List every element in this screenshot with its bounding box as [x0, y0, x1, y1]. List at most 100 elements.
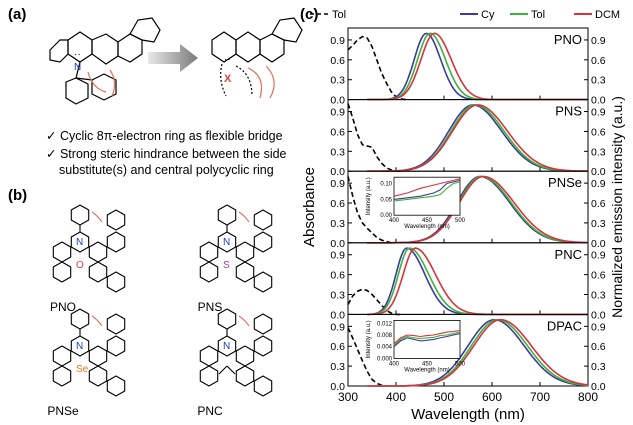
- y-tick-label-right: 0.6: [591, 55, 606, 67]
- atom-n: N: [223, 341, 230, 352]
- y-tick-label-left: 0.9: [330, 178, 345, 190]
- inset-line-tol: [393, 181, 461, 202]
- y-tick-label-right: 0.0: [591, 166, 606, 178]
- structure-label-pnc: PNC: [197, 404, 223, 418]
- y-tick-label-right: 0.3: [591, 290, 606, 302]
- legend-label-cy: Cy: [481, 9, 495, 21]
- inset-x-tick-label: 500: [455, 218, 466, 224]
- y-tick-label-left: 0.0: [330, 166, 345, 178]
- y-tick-label-left: 0.3: [330, 218, 345, 230]
- scheme-right-molecule: [211, 17, 303, 63]
- y-tick-label-right: 0.9: [591, 178, 606, 190]
- inset-y-tick-label: 0.008: [377, 333, 393, 339]
- inset-y-tick-label: 0.05: [380, 197, 392, 203]
- bullet-1-text: Cyclic 8π-electron ring as flexible brid…: [59, 129, 283, 143]
- subplot-pnc: 0.0 0.0 0.3 0.3 0.6 0.6 0.9 0.9 PNC: [330, 242, 606, 321]
- steric-arc-left-2: [109, 69, 116, 97]
- x-tick-label: 600: [482, 390, 502, 404]
- y-tick-label-left: 0.9: [330, 250, 345, 262]
- panel-b-label: (b): [8, 187, 28, 204]
- bullet-2: ✓ Strong steric hindrance between the si…: [46, 146, 287, 162]
- y-tick-label-right: 0.0: [591, 381, 606, 393]
- inset-y-label: Intensity (a.u.): [366, 320, 372, 358]
- y-tick-label-left: 0.0: [330, 381, 345, 393]
- subplot-label-pno: PNO: [554, 32, 582, 47]
- inset-x-tick-label: 500: [455, 361, 466, 367]
- legend: Tol Cy Tol DCM: [310, 9, 620, 21]
- y-tick-label-right: 0.3: [591, 146, 606, 158]
- subplot-frame: [347, 242, 589, 315]
- y-tick-label-left: 0.0: [330, 238, 345, 250]
- subplot-pns: 0.0 0.0 0.3 0.3 0.6 0.6 0.9 0.9 PNS: [330, 99, 606, 178]
- subplot-label-dpac: DPAC: [547, 318, 582, 333]
- structure-pnse: N Se: [52, 308, 126, 397]
- y-tick-label-left: 0.0: [330, 309, 345, 321]
- emission-line-dcm: [367, 318, 589, 387]
- inset-y-tick-label: 0.012: [377, 321, 393, 327]
- legend-abs-label: Tol: [332, 9, 346, 21]
- svg-text:··: ··: [74, 49, 81, 60]
- y-tick-label-left: 0.3: [330, 75, 345, 87]
- inset-line-tol: [393, 331, 461, 346]
- y-tick-label-right: 0.3: [591, 218, 606, 230]
- atom-n: N: [223, 237, 230, 248]
- inset-line-dcm: [393, 178, 461, 197]
- y-tick-label-left: 0.3: [330, 146, 345, 158]
- inset-y-tick-label: 0.000: [377, 356, 393, 362]
- heteroatom-se: Se: [76, 364, 89, 375]
- y-tick-label-left: 0.3: [330, 361, 345, 373]
- y-tick-label-right: 0.6: [591, 341, 606, 353]
- atom-n-left: N: [74, 62, 81, 73]
- y-tick-label-left: 0.6: [330, 55, 345, 67]
- emission-line-dcm: [367, 104, 588, 172]
- absorbance-line-tol: [347, 288, 401, 316]
- inset-y-label: Intensity (a.u.): [366, 177, 372, 215]
- y-tick-label-right: 0.3: [591, 75, 606, 87]
- legend-label-tol: Tol: [531, 9, 545, 21]
- y-tick-label-left: 0.9: [330, 107, 345, 119]
- y-tick-label-right: 0.0: [591, 238, 606, 250]
- bullet-1: ✓ Cyclic 8π-electron ring as flexible br…: [46, 128, 283, 144]
- inset-line-dcm: [393, 330, 461, 345]
- x-tick-label: 500: [434, 390, 454, 404]
- absorbance-line-tol: [347, 327, 387, 387]
- subplot-frame: [347, 27, 589, 101]
- x-tick-label: 400: [386, 390, 406, 404]
- atom-n: N: [76, 237, 83, 248]
- y-tick-label-right: 0.9: [591, 250, 606, 262]
- y-tick-label-right: 0.9: [591, 35, 606, 47]
- y-axis-label-left: Absorbance: [301, 167, 318, 247]
- x-tick-label: 800: [578, 390, 598, 404]
- y-tick-label-right: 0.6: [591, 198, 606, 210]
- subplot-label-pnc: PNC: [555, 247, 582, 262]
- transform-arrow: [148, 44, 198, 72]
- heteroatom-s: S: [223, 260, 230, 271]
- inset-x-tick-label: 450: [422, 361, 433, 367]
- y-tick-label-left: 0.3: [330, 290, 345, 302]
- heteroatom-o: O: [76, 260, 84, 271]
- subplot-pno: 0.0 0.0 0.3 0.3 0.6 0.6 0.9 0.9 PNO: [330, 27, 606, 107]
- x-tick-label: 700: [530, 390, 550, 404]
- y-tick-label-right: 0.6: [591, 270, 606, 282]
- inset-x-tick-label: 400: [389, 361, 400, 367]
- spectra-chart: Tol Cy Tol DCM 0.0 0.0 0.3 0.3 0.6 0.6 0.9 0.9 PNO 0.…: [301, 9, 625, 423]
- legend-label-dcm: DCM: [595, 9, 620, 21]
- bullet-2-cont: substitute(s) and central polycyclic rin…: [59, 163, 274, 177]
- steric-arc-left: [87, 71, 107, 93]
- subplot-label-pnse: PNSe: [548, 175, 582, 190]
- absorbance-line-tol: [347, 176, 396, 244]
- y-tick-label-right: 0.9: [591, 107, 606, 119]
- absorbance-line-tol: [347, 35, 406, 101]
- steric-scheme-diagram: N ·· ·· X: [49, 17, 303, 105]
- atom-x: X: [224, 73, 232, 85]
- panel-c-label: (c): [300, 6, 319, 23]
- inset-dpac: 400 450 500 0.000 0.004 0.008 0.012 Wavelength …: [366, 319, 466, 373]
- atom-n: N: [76, 341, 83, 352]
- inset-x-label: Wavelength (nm): [404, 224, 449, 230]
- subplot-frame: [347, 313, 589, 387]
- inset-x-label: Wavelength (nm): [404, 367, 449, 373]
- structure-pns: NS: [199, 204, 273, 293]
- inset-x-tick-label: 400: [389, 218, 400, 224]
- subplot-dpac: 0.0 0.0 0.3 0.3 0.6 0.6 0.9 0.9 DPAC 400 450 500 0.0…: [330, 313, 606, 393]
